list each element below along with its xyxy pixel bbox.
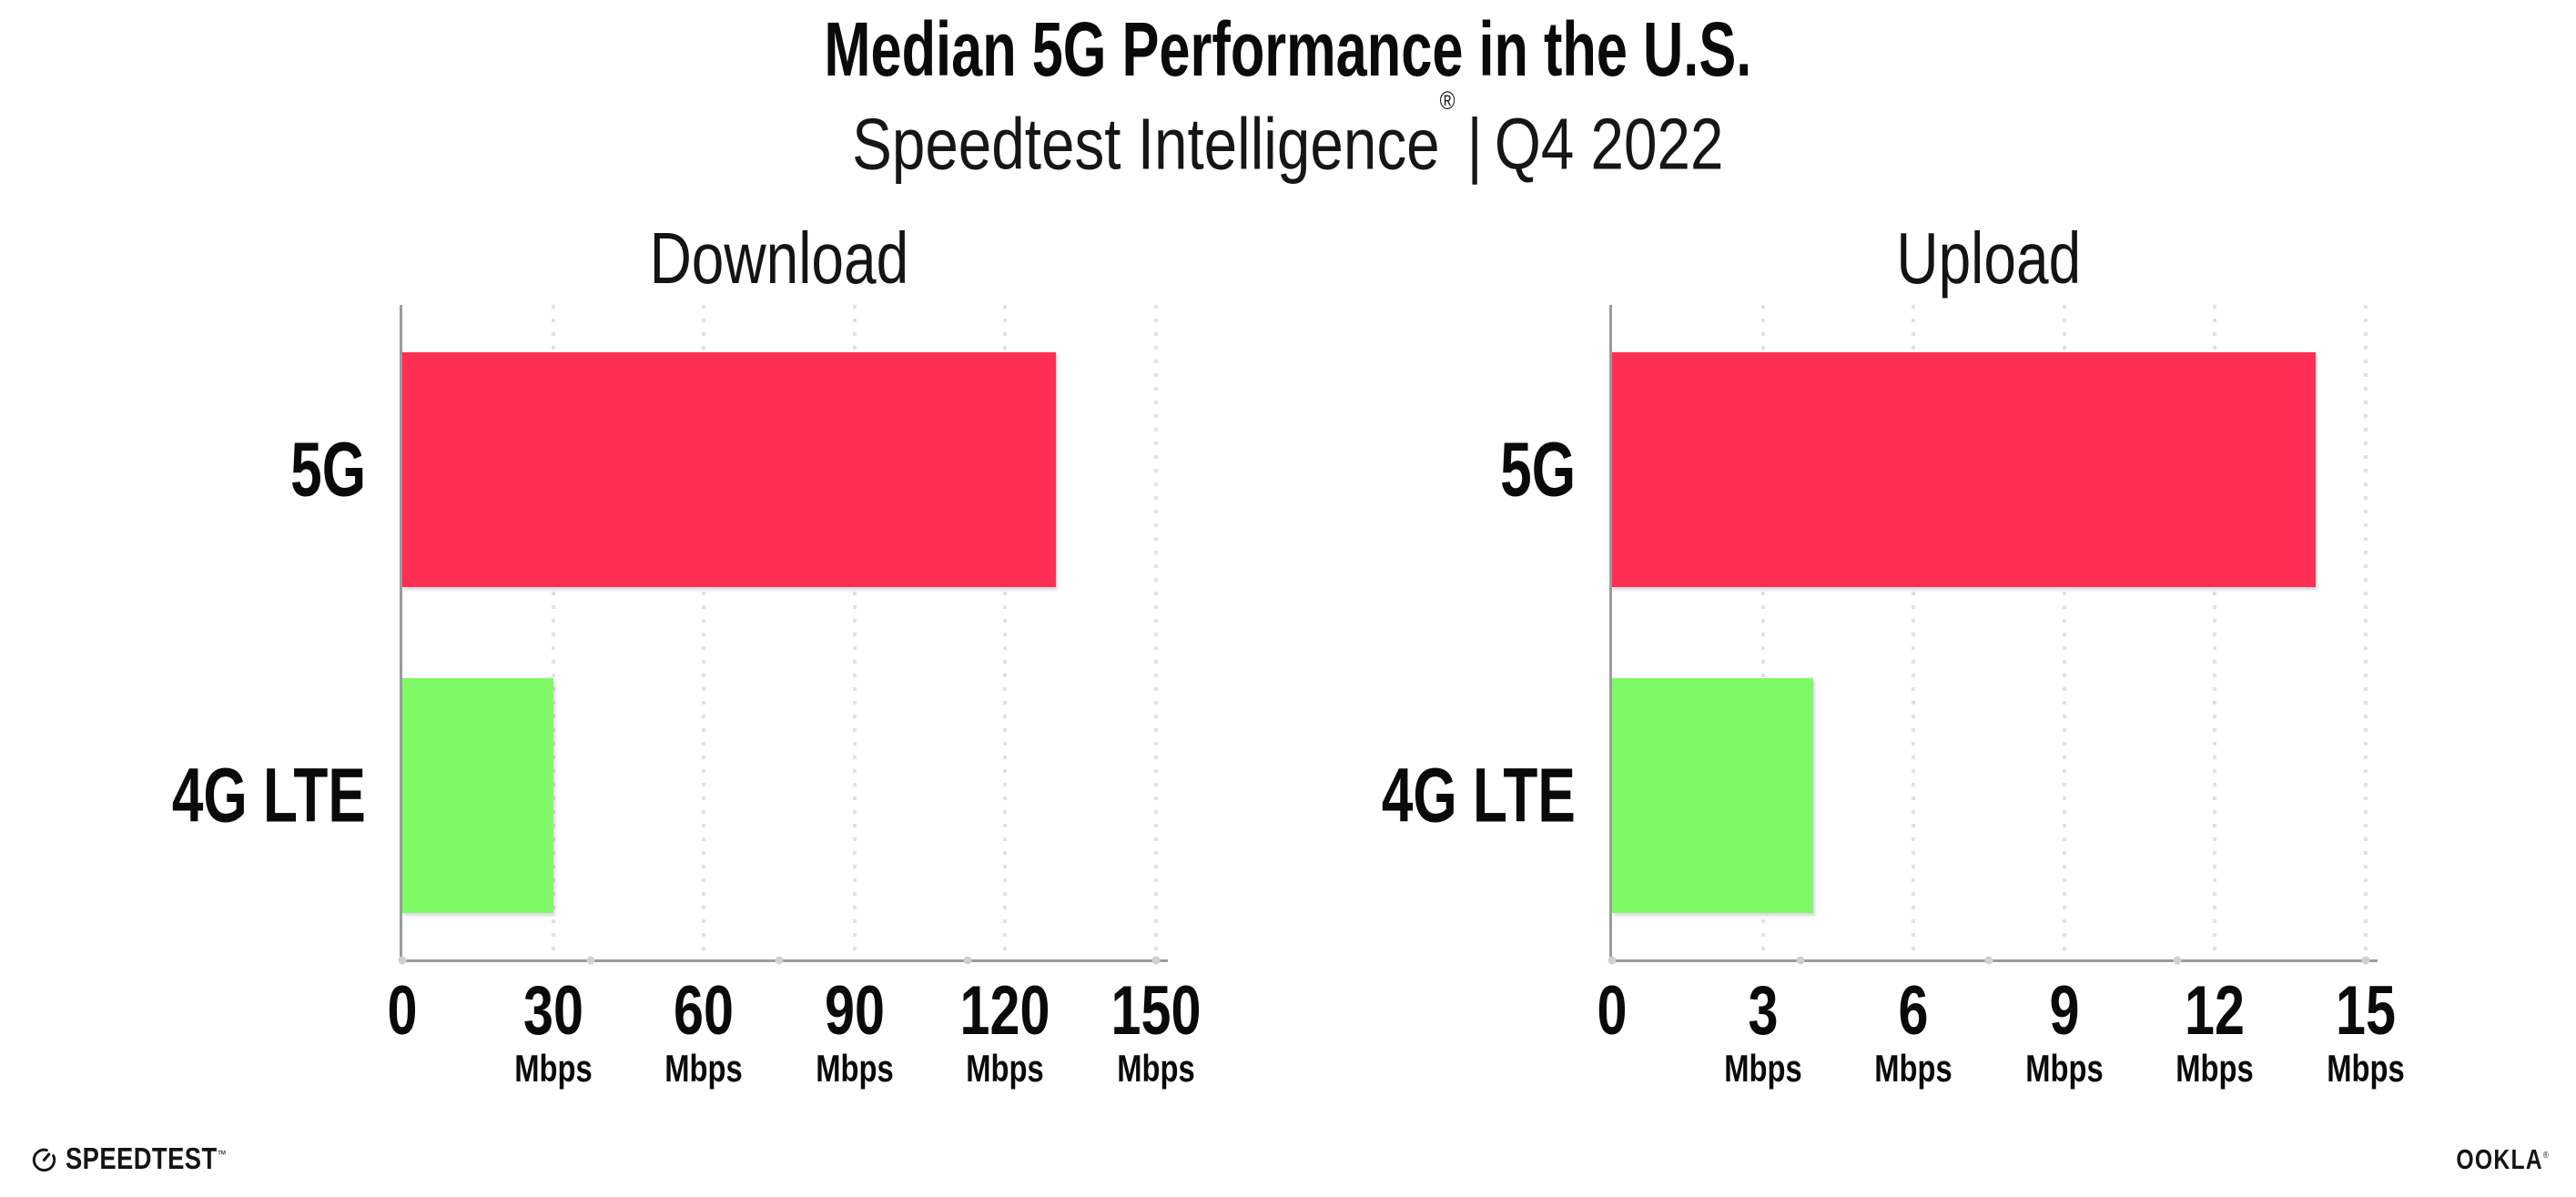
download-x-tick-label-0: 0 (388, 975, 418, 1048)
speedtest-logo: SPEEDTEST™ (30, 1141, 259, 1176)
tick-value: 90 (824, 972, 885, 1050)
tick-value: 120 (959, 972, 1050, 1050)
upload-bar-5g (1612, 352, 2316, 587)
download-gridline-150 (1154, 305, 1158, 959)
download-x-tick-label-120: 120 Mbps (960, 975, 1050, 1090)
page-title: Median 5G Performance in the U.S. (0, 5, 2576, 93)
upload-chart-title: Upload (1896, 218, 2082, 299)
axis-tick-dot (2173, 956, 2182, 965)
tick-unit: Mbps (2327, 1047, 2405, 1090)
axis-tick-dot (1151, 956, 1161, 965)
tick-unit: Mbps (816, 1047, 894, 1090)
download-category-label-5g: 5G (290, 426, 366, 512)
download-bar-4g-lte (402, 678, 553, 913)
ookla-logo-text: OOKLA (2456, 1143, 2544, 1175)
upload-x-tick-label-0: 0 (1597, 975, 1628, 1048)
ookla-registered-symbol: ® (2543, 1151, 2549, 1161)
tick-unit: Mbps (1117, 1047, 1195, 1090)
tick-value: 30 (522, 972, 583, 1050)
tick-unit: Mbps (1874, 1047, 1952, 1090)
download-x-tick-label-60: 60 Mbps (664, 975, 743, 1090)
download-x-tick-label-90: 90 Mbps (816, 975, 894, 1090)
registered-trademark-symbol: ® (1439, 86, 1455, 115)
tick-value: 3 (1748, 972, 1779, 1050)
tick-value: 0 (1597, 972, 1628, 1050)
download-x-axis-line (400, 959, 1168, 962)
upload-x-axis-line (1609, 959, 2378, 962)
tick-value: 9 (2049, 972, 2080, 1050)
tick-unit: Mbps (2175, 1047, 2255, 1090)
axis-tick-dot (2361, 956, 2370, 965)
speedtest-gauge-icon (32, 1148, 56, 1172)
download-gridline-90 (852, 305, 857, 959)
axis-tick-dot (1607, 956, 1617, 965)
download-gridline-30 (551, 305, 555, 959)
download-y-axis-line (400, 305, 402, 962)
upload-x-tick-label-15: 15 Mbps (2327, 975, 2405, 1090)
axis-tick-dot (586, 956, 595, 965)
download-x-tick-label-30: 30 Mbps (514, 975, 593, 1090)
upload-category-label-4g-lte: 4G LTE (1382, 752, 1576, 838)
tick-unit: Mbps (966, 1047, 1045, 1090)
upload-chart-plot-area: 0 3 Mbps 6 Mbps 9 Mbps 12 Mbps 15 Mbps 5G 4G LTE (1382, 305, 2405, 1090)
tick-unit: Mbps (2025, 1047, 2104, 1090)
tick-value: 0 (387, 972, 418, 1050)
download-x-tick-label-150: 150 Mbps (1111, 975, 1202, 1090)
upload-gridline-6 (1912, 305, 1916, 959)
subtitle-divider: | (1466, 103, 1483, 185)
upload-category-label-5g: 5G (1500, 426, 1576, 512)
upload-gridline-3 (1760, 305, 1765, 959)
upload-gridline-12 (2213, 305, 2217, 959)
speedtest-logo-text: SPEEDTEST™ (66, 1141, 227, 1175)
tick-value: 15 (2336, 972, 2396, 1050)
download-chart-title: Download (649, 218, 909, 299)
page-subtitle: Speedtest Intelligence® | Q4 2022 (0, 86, 2576, 188)
tick-unit: Mbps (1723, 1047, 1802, 1090)
upload-x-tick-label-3: 3 Mbps (1724, 975, 1802, 1090)
ookla-logo: OOKLA® (2457, 1143, 2549, 1176)
download-category-label-4g-lte: 4G LTE (172, 752, 366, 838)
tick-unit: Mbps (664, 1047, 743, 1090)
trademark-symbol: ™ (217, 1148, 227, 1161)
axis-tick-dot (963, 956, 972, 965)
download-chart-plot-area: 0 30 Mbps 60 Mbps 90 Mbps 120 Mbps 150 Mbps 5G 4G LT… (172, 305, 1201, 1090)
axis-tick-dot (1796, 956, 1805, 965)
subtitle-brand: Speedtest Intelligence (852, 103, 1440, 185)
upload-x-tick-label-12: 12 Mbps (2176, 975, 2255, 1090)
upload-gridline-9 (2062, 305, 2066, 959)
tick-value: 6 (1898, 972, 1929, 1050)
upload-x-tick-label-9: 9 Mbps (2025, 975, 2104, 1090)
download-gridline-120 (1003, 305, 1008, 959)
page-title-text: Median 5G Performance in the U.S. (824, 6, 1752, 92)
upload-x-tick-label-6: 6 Mbps (1874, 975, 1952, 1090)
upload-gridline-15 (2364, 305, 2368, 959)
subtitle-period: Q4 2022 (1495, 103, 1724, 185)
upload-y-axis-line (1609, 305, 1612, 962)
tick-value: 150 (1111, 972, 1202, 1050)
download-gridline-60 (702, 305, 706, 959)
axis-tick-dot (398, 956, 407, 965)
axis-tick-dot (1984, 956, 1993, 965)
download-bar-5g (402, 352, 1056, 587)
tick-value: 12 (2185, 972, 2246, 1050)
tick-unit: Mbps (513, 1047, 593, 1090)
axis-tick-dot (775, 956, 784, 965)
upload-bar-4g-lte (1612, 678, 1813, 913)
tick-value: 60 (674, 972, 735, 1050)
